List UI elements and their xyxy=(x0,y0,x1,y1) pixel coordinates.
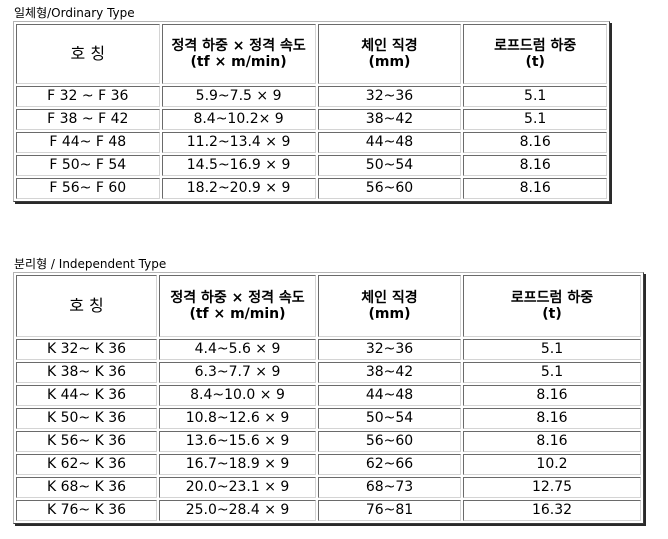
cell-load-speed: 11.2~13.4 × 9 xyxy=(161,132,316,153)
cell-drum-load: 8.16 xyxy=(463,385,641,406)
cell-chain-diameter: 56~60 xyxy=(318,431,461,452)
cell-name: K 44~ K 36 xyxy=(16,385,157,406)
cell-name: K 68~ K 36 xyxy=(16,477,157,498)
cell-chain-diameter: 50~54 xyxy=(317,155,462,176)
header-name: 호 칭 xyxy=(16,275,157,337)
cell-name: K 62~ K 36 xyxy=(16,454,157,475)
ordinary-type-caption: 일체형/Ordinary Type xyxy=(14,6,135,20)
header-load-speed-label: 정격 하중 × 정격 속도 xyxy=(170,290,305,306)
table-row: F 50~ F 54 14.5~16.9 × 9 50~54 8.16 xyxy=(16,155,607,176)
cell-name: K 32~ K 36 xyxy=(16,339,157,360)
header-drum-load-label: 로프드럼 하중 xyxy=(510,290,594,306)
table-header-row: 호 칭 정격 하중 × 정격 속도 (tf × m/min) 체인 직경 (mm… xyxy=(16,275,641,337)
header-load-speed-unit: (tf × m/min) xyxy=(190,54,287,70)
header-name: 호 칭 xyxy=(16,24,160,84)
cell-chain-diameter: 38~42 xyxy=(318,362,461,383)
cell-load-speed: 8.4~10.0 × 9 xyxy=(159,385,316,406)
cell-drum-load: 8.16 xyxy=(463,132,607,153)
table-row: K 50~ K 36 10.8~12.6 × 9 50~54 8.16 xyxy=(16,408,641,429)
cell-chain-diameter: 44~48 xyxy=(317,132,462,153)
cell-drum-load: 5.1 xyxy=(463,362,641,383)
header-drum-load-unit: (t) xyxy=(525,54,545,70)
header-chain-diameter-unit: (mm) xyxy=(368,306,411,322)
table-row: F 38 ~ F 42 8.4~10.2× 9 38~42 5.1 xyxy=(16,109,607,130)
cell-name: K 38~ K 36 xyxy=(16,362,157,383)
cell-chain-diameter: 44~48 xyxy=(318,385,461,406)
cell-chain-diameter: 56~60 xyxy=(317,178,462,199)
header-chain-diameter: 체인 직경 (mm) xyxy=(317,24,462,84)
header-load-speed-unit: (tf × m/min) xyxy=(189,306,286,322)
cell-drum-load: 8.16 xyxy=(463,431,641,452)
cell-chain-diameter: 32~36 xyxy=(318,339,461,360)
header-chain-diameter: 체인 직경 (mm) xyxy=(318,275,461,337)
cell-load-speed: 18.2~20.9 × 9 xyxy=(161,178,316,199)
header-chain-diameter-label: 체인 직경 xyxy=(361,38,418,54)
cell-drum-load: 16.32 xyxy=(463,500,641,521)
cell-chain-diameter: 76~81 xyxy=(318,500,461,521)
cell-drum-load: 5.1 xyxy=(463,86,607,107)
cell-drum-load: 10.2 xyxy=(463,454,641,475)
ordinary-type-table: 호 칭 정격 하중 × 정격 속도 (tf × m/min) 체인 직경 (mm… xyxy=(13,21,610,202)
header-drum-load-label: 로프드럼 하중 xyxy=(494,38,577,54)
cell-name: K 50~ K 36 xyxy=(16,408,157,429)
table-row: K 44~ K 36 8.4~10.0 × 9 44~48 8.16 xyxy=(16,385,641,406)
cell-name: F 32 ~ F 36 xyxy=(16,86,160,107)
cell-load-speed: 10.8~12.6 × 9 xyxy=(159,408,316,429)
header-chain-diameter-label: 체인 직경 xyxy=(361,290,418,306)
cell-name: F 56~ F 60 xyxy=(16,178,160,199)
cell-chain-diameter: 68~73 xyxy=(318,477,461,498)
table-row: K 38~ K 36 6.3~7.7 × 9 38~42 5.1 xyxy=(16,362,641,383)
table-row: K 68~ K 36 20.0~23.1 × 9 68~73 12.75 xyxy=(16,477,641,498)
cell-name: F 44~ F 48 xyxy=(16,132,160,153)
cell-drum-load: 8.16 xyxy=(463,178,607,199)
cell-load-speed: 5.9~7.5 × 9 xyxy=(161,86,316,107)
cell-name: F 50~ F 54 xyxy=(16,155,160,176)
cell-drum-load: 5.1 xyxy=(463,339,641,360)
table-row: F 56~ F 60 18.2~20.9 × 9 56~60 8.16 xyxy=(16,178,607,199)
cell-name: F 38 ~ F 42 xyxy=(16,109,160,130)
table-row: K 62~ K 36 16.7~18.9 × 9 62~66 10.2 xyxy=(16,454,641,475)
table-row: F 44~ F 48 11.2~13.4 × 9 44~48 8.16 xyxy=(16,132,607,153)
cell-chain-diameter: 32~36 xyxy=(317,86,462,107)
cell-drum-load: 8.16 xyxy=(463,155,607,176)
cell-load-speed: 6.3~7.7 × 9 xyxy=(159,362,316,383)
cell-load-speed: 14.5~16.9 × 9 xyxy=(161,155,316,176)
table-header-row: 호 칭 정격 하중 × 정격 속도 (tf × m/min) 체인 직경 (mm… xyxy=(16,24,607,84)
table-row: K 76~ K 36 25.0~28.4 × 9 76~81 16.32 xyxy=(16,500,641,521)
header-load-speed-label: 정격 하중 × 정격 속도 xyxy=(171,38,306,54)
header-drum-load: 로프드럼 하중 (t) xyxy=(463,24,607,84)
cell-drum-load: 12.75 xyxy=(463,477,641,498)
cell-drum-load: 8.16 xyxy=(463,408,641,429)
table-row: K 56~ K 36 13.6~15.6 × 9 56~60 8.16 xyxy=(16,431,641,452)
header-load-speed: 정격 하중 × 정격 속도 (tf × m/min) xyxy=(159,275,316,337)
table-row: K 32~ K 36 4.4~5.6 × 9 32~36 5.1 xyxy=(16,339,641,360)
header-load-speed: 정격 하중 × 정격 속도 (tf × m/min) xyxy=(161,24,316,84)
independent-type-caption: 분리형 / Independent Type xyxy=(14,257,167,271)
cell-chain-diameter: 62~66 xyxy=(318,454,461,475)
cell-name: K 76~ K 36 xyxy=(16,500,157,521)
cell-chain-diameter: 50~54 xyxy=(318,408,461,429)
cell-load-speed: 16.7~18.9 × 9 xyxy=(159,454,316,475)
header-drum-load-unit: (t) xyxy=(542,306,562,322)
header-chain-diameter-unit: (mm) xyxy=(368,54,411,70)
header-drum-load: 로프드럼 하중 (t) xyxy=(463,275,641,337)
cell-load-speed: 8.4~10.2× 9 xyxy=(161,109,316,130)
cell-load-speed: 20.0~23.1 × 9 xyxy=(159,477,316,498)
cell-chain-diameter: 38~42 xyxy=(317,109,462,130)
independent-type-table: 호 칭 정격 하중 × 정격 속도 (tf × m/min) 체인 직경 (mm… xyxy=(13,272,644,524)
cell-drum-load: 5.1 xyxy=(463,109,607,130)
table-row: F 32 ~ F 36 5.9~7.5 × 9 32~36 5.1 xyxy=(16,86,607,107)
cell-load-speed: 4.4~5.6 × 9 xyxy=(159,339,316,360)
cell-name: K 56~ K 36 xyxy=(16,431,157,452)
cell-load-speed: 25.0~28.4 × 9 xyxy=(159,500,316,521)
cell-load-speed: 13.6~15.6 × 9 xyxy=(159,431,316,452)
